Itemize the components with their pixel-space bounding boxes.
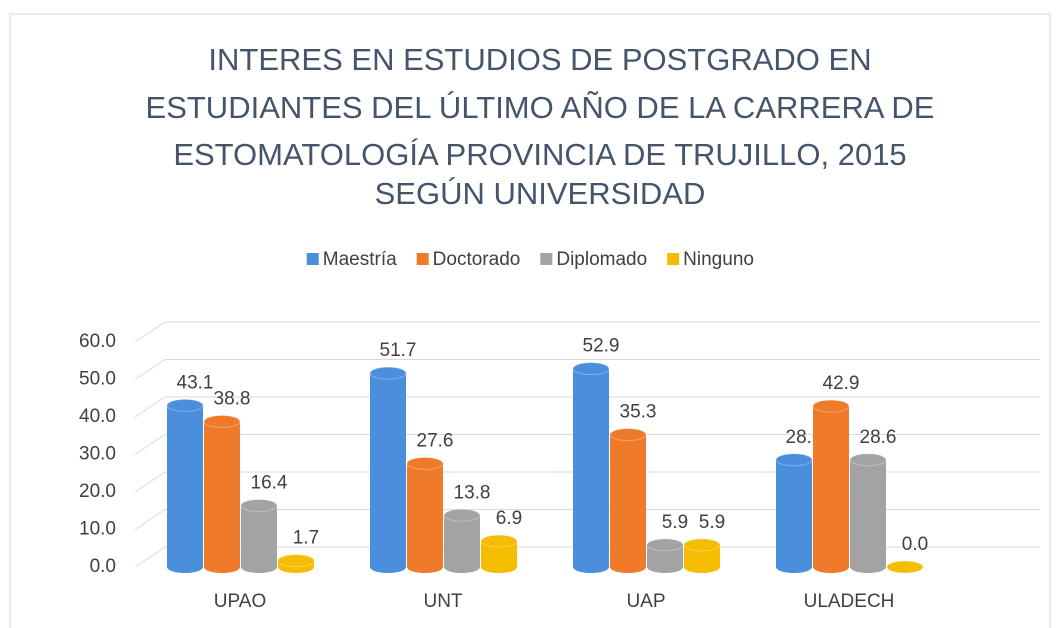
bar xyxy=(203,415,241,573)
bar-shade xyxy=(241,505,277,573)
legend-swatch xyxy=(540,253,553,265)
bar xyxy=(683,538,721,573)
x-tick-label: ULADECH xyxy=(804,591,895,612)
value-label: 0.0 xyxy=(902,534,928,555)
bar-shade xyxy=(684,544,720,573)
bar-shade xyxy=(776,459,812,573)
bar xyxy=(609,428,647,573)
bar xyxy=(572,362,610,573)
bar xyxy=(886,560,924,574)
bar-top xyxy=(812,399,850,413)
legend-swatch xyxy=(416,253,429,265)
bar-top xyxy=(849,453,887,467)
grid-line xyxy=(134,359,1040,380)
y-tick-label: 20.0 xyxy=(79,481,116,502)
bar-shade xyxy=(204,421,240,573)
y-tick-label: 10.0 xyxy=(79,519,116,540)
value-label: 5.9 xyxy=(662,512,688,533)
bar-shade xyxy=(167,405,203,573)
value-label: 28.6 xyxy=(860,427,897,448)
value-label: 5.9 xyxy=(699,512,725,533)
legend-swatch xyxy=(667,253,680,265)
bar-top xyxy=(572,362,610,376)
value-label: 6.9 xyxy=(496,508,522,529)
bar-top xyxy=(166,398,204,412)
value-label: 27.6 xyxy=(417,431,454,452)
value-label: 38.8 xyxy=(214,389,251,410)
bar-shade xyxy=(407,463,443,573)
bar xyxy=(646,538,684,573)
value-label: 51.7 xyxy=(380,340,417,361)
bar xyxy=(849,453,887,573)
bar-top xyxy=(203,415,241,428)
grid-line xyxy=(134,396,1040,418)
y-tick-label: 40.0 xyxy=(79,406,116,427)
value-label: 16.4 xyxy=(251,473,288,494)
bar-top xyxy=(775,453,813,467)
bar xyxy=(277,554,315,573)
bar-shade xyxy=(481,541,517,573)
bar-shade xyxy=(573,368,609,573)
bar-shade xyxy=(813,406,849,573)
bar-top xyxy=(443,508,481,522)
y-tick-label: 60.0 xyxy=(79,331,116,352)
legend-swatch xyxy=(306,253,319,265)
bar xyxy=(443,508,481,573)
chart-title: SEGÚN UNIVERSIDAD xyxy=(375,176,706,211)
bar xyxy=(406,457,444,573)
chart-title: ESTOMATOLOGÍA PROVINCIA DE TRUJILLO, 201… xyxy=(173,137,906,172)
bar-top xyxy=(609,428,647,442)
bar-shade xyxy=(647,544,683,573)
value-label: 13.8 xyxy=(454,482,491,503)
bar-shade xyxy=(370,373,406,573)
y-tick-label: 30.0 xyxy=(79,444,116,465)
chart-title: ESTUDIANTES DEL ÚLTIMO AÑO DE LA CARRERA… xyxy=(146,90,935,125)
bar-shade xyxy=(444,515,480,573)
legend-label: Ninguno xyxy=(683,249,754,270)
bar xyxy=(240,499,278,573)
bar-top xyxy=(683,538,721,552)
chart-title: INTERES EN ESTUDIOS DE POSTGRADO EN xyxy=(208,42,871,77)
x-tick-label: UPAO xyxy=(214,591,266,612)
legend-label: Maestría xyxy=(323,249,397,270)
value-label: 1.7 xyxy=(293,528,319,549)
bar-top xyxy=(406,457,444,470)
value-label: 42.9 xyxy=(823,373,860,394)
grid-line xyxy=(134,434,1040,455)
bar-top xyxy=(646,538,684,552)
x-tick-label: UNT xyxy=(423,591,462,612)
value-label: 35.3 xyxy=(620,402,657,423)
grid-line xyxy=(134,509,1040,530)
bar-shade xyxy=(850,459,886,573)
legend-label: Doctorado xyxy=(433,249,521,270)
bar-shade xyxy=(610,434,646,573)
bar xyxy=(775,453,813,573)
bar-top xyxy=(240,499,278,512)
grid-line xyxy=(134,471,1040,493)
bar xyxy=(166,398,204,573)
bar xyxy=(480,534,518,573)
bar-top xyxy=(886,560,924,574)
chart-border xyxy=(9,13,1051,628)
value-label: 52.9 xyxy=(583,336,620,357)
bar-top xyxy=(369,366,407,380)
y-tick-label: 0.0 xyxy=(90,556,116,577)
grid-line xyxy=(134,546,1040,568)
y-tick-label: 50.0 xyxy=(79,369,116,390)
value-label: 43.1 xyxy=(177,372,214,393)
legend-label: Diplomado xyxy=(556,249,647,270)
x-tick-label: UAP xyxy=(626,591,665,612)
bar-top xyxy=(480,534,518,548)
bar xyxy=(369,366,407,573)
bar-top xyxy=(277,554,315,568)
bar xyxy=(812,399,850,573)
grid-line xyxy=(134,321,1040,343)
